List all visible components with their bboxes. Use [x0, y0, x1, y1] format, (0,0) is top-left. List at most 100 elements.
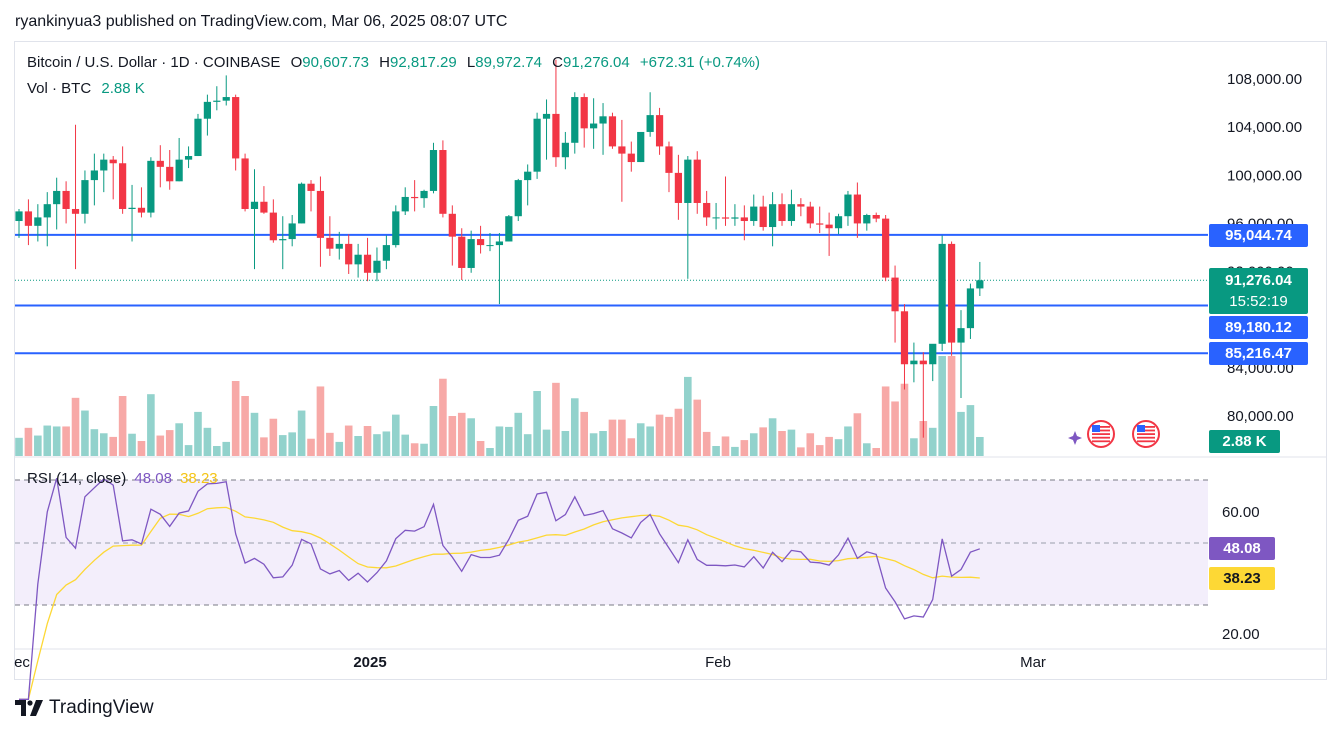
candle — [533, 112, 541, 179]
candle — [147, 157, 155, 218]
candle — [354, 243, 362, 278]
level-tag-1[interactable]: 95,044.74 — [1209, 224, 1308, 247]
change-value: +672.31 (+0.74%) — [639, 54, 760, 71]
level-tag-2[interactable]: 89,180.12 — [1209, 316, 1308, 339]
candle-body — [128, 207, 136, 209]
volume-bar — [382, 431, 391, 456]
time-axis-tick: Mar — [1020, 654, 1046, 671]
candle — [203, 94, 211, 136]
candle-body — [646, 115, 654, 132]
candle — [938, 235, 946, 352]
volume-bar — [448, 416, 457, 456]
candle-body — [24, 211, 33, 226]
volume-bar — [919, 421, 928, 456]
footer-logo[interactable]: TradingView — [15, 697, 154, 719]
volume-bar — [542, 429, 551, 456]
volume-bar — [966, 405, 975, 456]
volume-bar — [344, 425, 353, 456]
volume-bar — [778, 431, 786, 456]
candle-body — [674, 172, 682, 203]
flag-canton — [1092, 425, 1100, 432]
candle — [411, 180, 419, 212]
rsi-layer — [15, 478, 1208, 700]
candle-body — [411, 196, 419, 199]
volume-bar — [260, 437, 268, 456]
flag-stripe — [1137, 426, 1155, 428]
volume-bar — [467, 418, 475, 456]
candle — [486, 233, 494, 252]
tradingview-logo-icon — [15, 700, 43, 716]
chart-frame[interactable] — [14, 41, 1327, 680]
volume-bar — [203, 427, 212, 456]
candle — [655, 107, 664, 155]
time-axis-tick: Feb — [705, 654, 731, 671]
volume-bar — [118, 396, 127, 456]
volume-bar — [768, 418, 777, 456]
candle — [618, 119, 626, 202]
candle-body — [599, 116, 607, 124]
volume-bar — [731, 446, 739, 456]
volume-bar — [137, 441, 146, 456]
us-flag-icon[interactable] — [1132, 420, 1160, 448]
candle — [750, 194, 758, 226]
level-tag-3[interactable]: 85,216.47 — [1209, 342, 1308, 365]
price-axis-tick: 104,000.00 — [1227, 119, 1302, 136]
volume-bar — [646, 426, 654, 456]
price-axis-tick: 108,000.00 — [1227, 71, 1302, 88]
candle — [910, 342, 918, 383]
candle — [505, 215, 513, 242]
publish-line: ryankinyua3 published on TradingView.com… — [15, 13, 508, 30]
volume-bar — [749, 433, 758, 456]
volume-bar — [702, 431, 711, 456]
volume-bar — [938, 356, 946, 456]
candle-body — [844, 194, 852, 217]
volume-bar — [599, 431, 607, 456]
candle — [232, 94, 240, 171]
candle-body — [571, 97, 579, 143]
flag-stripe — [1137, 433, 1155, 435]
candle-body — [721, 217, 730, 219]
candle-body — [373, 260, 381, 273]
candle-body — [137, 207, 146, 213]
candle-body — [740, 217, 748, 222]
volume-bar — [570, 398, 579, 456]
candle-body — [863, 215, 871, 224]
candle-body — [298, 183, 306, 224]
candle-body — [345, 243, 353, 265]
candle — [580, 93, 588, 148]
volume-label[interactable]: Vol · BTC — [27, 80, 92, 97]
candle — [448, 205, 456, 266]
volume-bar — [24, 427, 33, 456]
candle-body — [439, 150, 447, 214]
volume-bar — [52, 426, 61, 456]
volume-bar — [401, 434, 410, 456]
candle — [806, 201, 814, 229]
candle — [957, 310, 965, 398]
candle-body — [486, 245, 494, 247]
candle-body — [250, 201, 259, 209]
volume-bar — [947, 356, 956, 456]
volume-bar — [561, 431, 570, 456]
us-flag-icon[interactable] — [1087, 420, 1115, 448]
symbol-name[interactable]: Bitcoin / U.S. Dollar · 1D · COINBASE — [27, 54, 281, 71]
current-price-tag[interactable]: 91,276.04 15:52:19 — [1209, 268, 1308, 314]
candle — [439, 140, 447, 218]
candle — [863, 213, 871, 231]
volume-bar — [222, 441, 231, 456]
rsi-label[interactable]: RSI (14, close) — [27, 470, 127, 487]
candle-body — [53, 190, 61, 205]
candle-body — [279, 239, 287, 241]
candle-body — [15, 211, 23, 222]
candle — [184, 146, 193, 169]
candle-body — [684, 159, 692, 203]
volume-bar — [175, 423, 183, 456]
candle-body — [919, 360, 927, 365]
candle — [166, 150, 174, 190]
volume-bar — [910, 438, 918, 456]
grid-layer — [15, 456, 1326, 650]
candle — [966, 283, 975, 339]
candle — [769, 192, 777, 247]
candle-body — [514, 180, 522, 217]
candle — [778, 193, 786, 226]
